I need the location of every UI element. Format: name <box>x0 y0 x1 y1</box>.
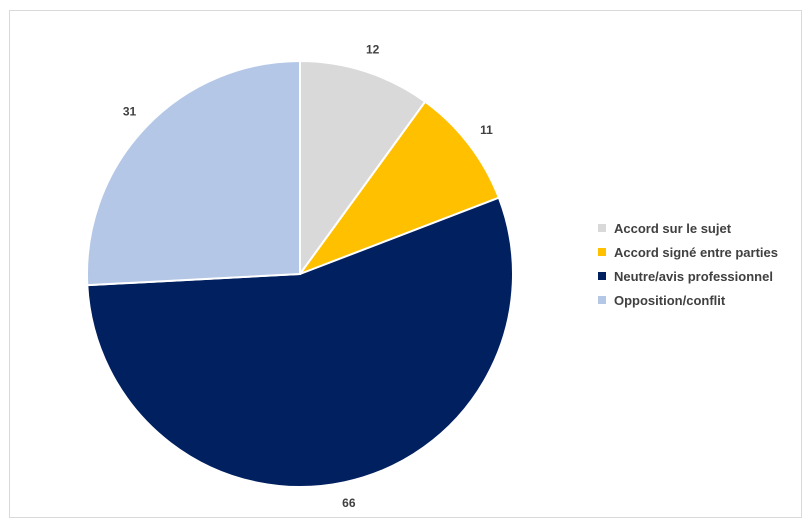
pie-data-labels: 12 11 66 31 <box>123 43 493 510</box>
pie-slice-4 <box>86 59 301 287</box>
legend-label-2: Accord signé entre parties <box>614 244 778 260</box>
legend-label-4: Opposition/conflit <box>614 292 726 308</box>
legend-item-4: Opposition/conflit <box>598 288 778 312</box>
pie-data-label-4: 31 <box>123 104 137 118</box>
legend-label-3: Neutre/avis professionnel <box>614 268 773 284</box>
pie-data-label-3: 66 <box>342 496 356 510</box>
pie-slice-1 <box>299 59 427 278</box>
pie-data-label-1: 12 <box>366 43 380 57</box>
legend-swatch-3 <box>598 272 606 280</box>
legend-item-2: Accord signé entre parties <box>598 240 778 264</box>
legend-label-1: Accord sur le sujet <box>614 220 732 236</box>
legend-item-3: Neutre/avis professionnel <box>598 264 778 288</box>
legend-swatch-2 <box>598 248 606 256</box>
pie-slice-3 <box>86 196 514 488</box>
legend-swatch-4 <box>598 296 606 304</box>
legend-swatch-1 <box>598 224 606 232</box>
pie-slice-2 <box>297 100 501 277</box>
pie-slices <box>86 59 514 488</box>
legend-item-1: Accord sur le sujet <box>598 216 778 240</box>
pie-data-label-2: 11 <box>480 123 493 137</box>
chart-legend: Accord sur le sujet Accord signé entre pa… <box>598 216 778 312</box>
